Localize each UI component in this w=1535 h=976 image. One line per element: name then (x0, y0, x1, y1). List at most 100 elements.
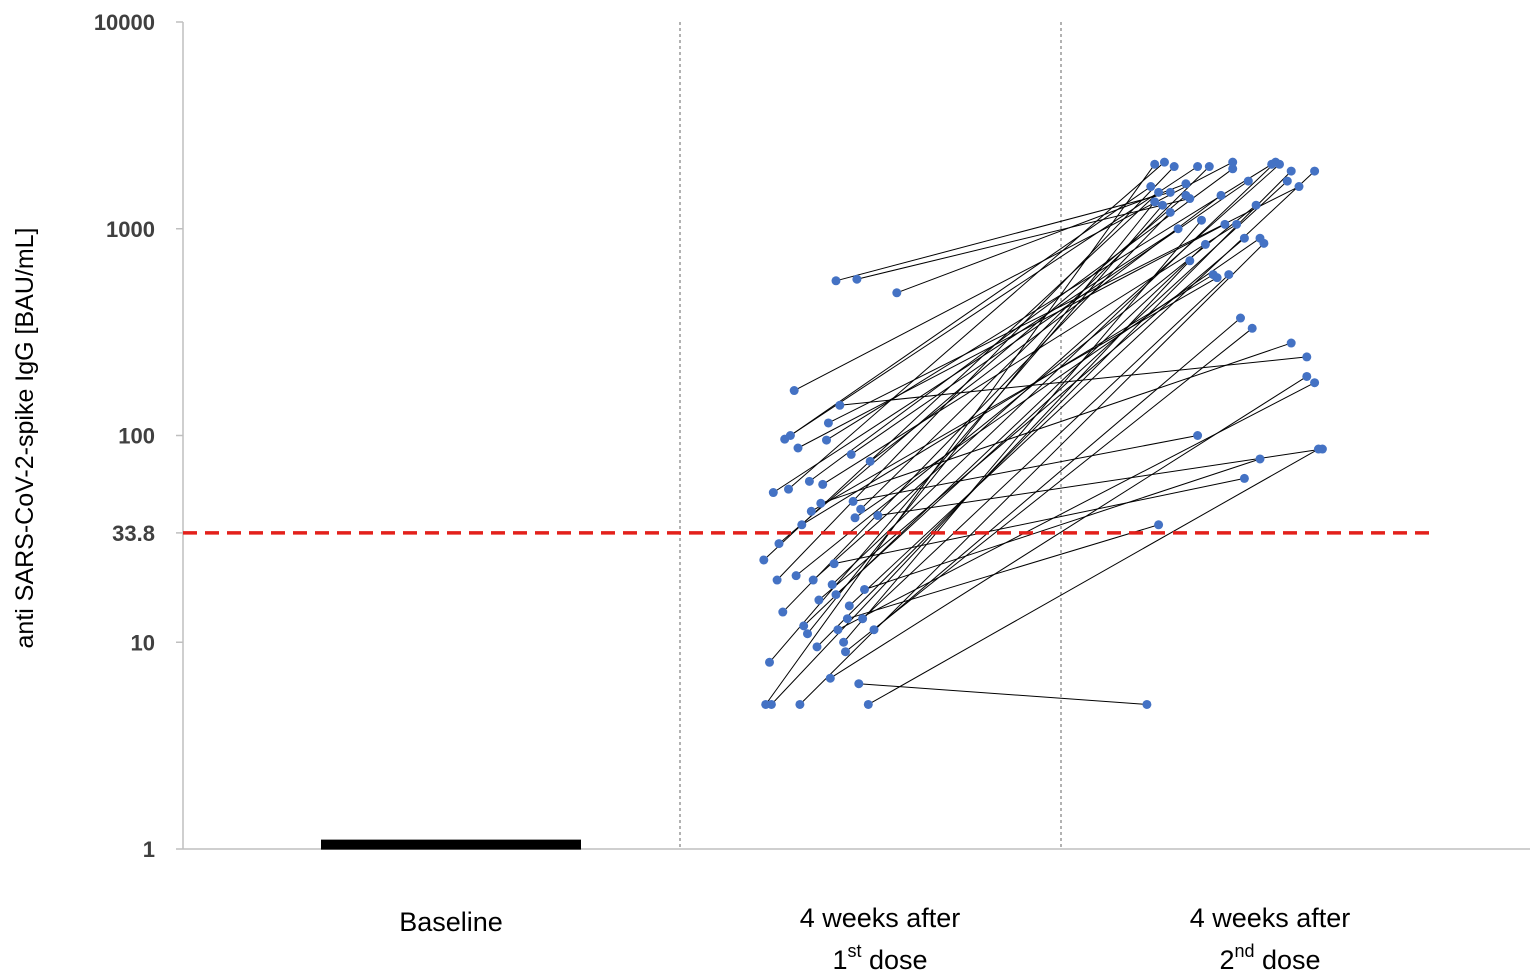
connector-line (862, 274, 1230, 620)
connector-line (807, 201, 1156, 635)
data-point-dose1 (791, 571, 801, 581)
data-point-dose1 (869, 625, 879, 635)
x-category-tail: dose (861, 945, 927, 975)
data-point-dose1 (873, 511, 883, 521)
data-point-dose1 (854, 679, 864, 689)
connector-line (896, 183, 1187, 294)
data-point-dose1 (785, 431, 795, 440)
data-point-dose1 (829, 559, 839, 569)
x-category-tail: dose (1255, 945, 1321, 975)
y-axis (176, 21, 1530, 850)
text-layer: 10000 1000 100 33.8 10 1 anti SARS-CoV-2-spike… (11, 10, 1350, 975)
connector-line (790, 186, 1152, 436)
data-point-dose2 (1204, 162, 1214, 172)
data-point-dose2 (1154, 520, 1164, 530)
connector-line (826, 163, 1272, 441)
data-point-dose1 (784, 484, 793, 494)
data-point-dose1 (850, 513, 860, 523)
x-category-text: 2 (1219, 945, 1234, 975)
data-point-dose2 (1239, 473, 1249, 483)
connector-line (797, 223, 1226, 449)
data-point-dose2 (1142, 699, 1152, 709)
data-point-dose1 (759, 555, 769, 565)
data-point-dose2 (1216, 190, 1226, 200)
connector-line (793, 161, 1233, 391)
data-point-dose1 (892, 288, 902, 298)
connector-line (830, 376, 1308, 679)
data-point-dose2 (1193, 162, 1203, 172)
data-point-dose2 (1236, 313, 1245, 323)
data-point-dose1 (808, 575, 818, 585)
data-point-dose2 (1169, 162, 1179, 172)
data-point-dose2 (1302, 352, 1312, 362)
data-point-dose1 (846, 449, 856, 459)
data-point-dose1 (818, 479, 828, 489)
x-category-label: 4 weeks after (1190, 903, 1351, 933)
data-point-dose2 (1158, 200, 1167, 210)
data-point-dose1 (839, 637, 849, 647)
x-category-label: 2nd dose (1219, 941, 1320, 975)
connector-line (877, 448, 1323, 517)
connector-line (822, 223, 1237, 485)
data-point-dose2 (1208, 270, 1218, 280)
x-category-text: 4 weeks after (1190, 903, 1351, 933)
data-point-dose1 (833, 625, 843, 635)
data-point-dose2 (1310, 378, 1320, 388)
data-point-dose2 (1173, 224, 1183, 234)
data-point-dose1 (799, 621, 809, 631)
data-point-dose1 (835, 400, 845, 410)
data-point-dose1 (852, 274, 862, 284)
data-point-dose2 (1232, 219, 1242, 229)
data-point-dose1 (863, 699, 873, 709)
y-tick-label: 33.8 (112, 521, 155, 546)
data-point-dose2 (1294, 182, 1304, 192)
data-point-dose2 (1146, 182, 1156, 192)
data-point-dose1 (806, 506, 816, 516)
data-point-dose2 (1181, 179, 1191, 189)
connector-line (847, 524, 1159, 620)
x-category-text: Baseline (399, 907, 503, 937)
y-axis-title: anti SARS-CoV-2-spike IgG [BAU/mL] (11, 228, 39, 649)
data-point-dose1 (822, 435, 831, 445)
data-point-dose2 (1150, 197, 1160, 207)
connector-lines (763, 161, 1323, 705)
connector-line (773, 228, 1179, 493)
x-category-text: 4 weeks after (800, 903, 961, 933)
data-point-dose2 (1150, 159, 1160, 169)
connector-line (873, 317, 1241, 631)
data-point-dose1 (765, 657, 774, 667)
data-point-dose1 (842, 614, 852, 624)
connector-line (788, 161, 1165, 490)
data-point-dose1 (797, 520, 807, 530)
connector-line (868, 448, 1319, 705)
data-point-dose2 (1243, 176, 1253, 186)
data-point-dose2 (1154, 187, 1164, 197)
data-point-dose2 (1224, 270, 1234, 280)
data-point-dose2 (1200, 239, 1210, 249)
connector-line (831, 161, 1276, 585)
data-point-dose2 (1271, 157, 1281, 167)
data-point-dose1 (778, 607, 788, 617)
data-points (321, 157, 1327, 850)
baseline-bar (321, 839, 581, 850)
data-point-dose1 (844, 601, 854, 611)
connector-line (850, 180, 1249, 455)
data-point-dose1 (774, 539, 784, 549)
data-point-dose2 (1228, 164, 1238, 174)
data-point-dose1 (803, 629, 812, 639)
data-point-dose2 (1282, 176, 1292, 186)
data-point-dose1 (772, 575, 782, 585)
connector-line (843, 219, 1202, 643)
connector-line (820, 342, 1292, 504)
connector-line (784, 166, 1198, 440)
data-point-dose2 (1185, 256, 1195, 266)
connector-line (858, 683, 1147, 705)
data-point-dose1 (825, 673, 835, 683)
connector-line (869, 194, 1222, 462)
y-tick-label: 10 (131, 630, 155, 655)
data-point-dose2 (1310, 166, 1320, 176)
data-point-dose2 (1255, 233, 1265, 243)
data-point-dose1 (804, 476, 814, 486)
data-point-dose1 (858, 614, 868, 624)
connector-line (809, 168, 1233, 482)
